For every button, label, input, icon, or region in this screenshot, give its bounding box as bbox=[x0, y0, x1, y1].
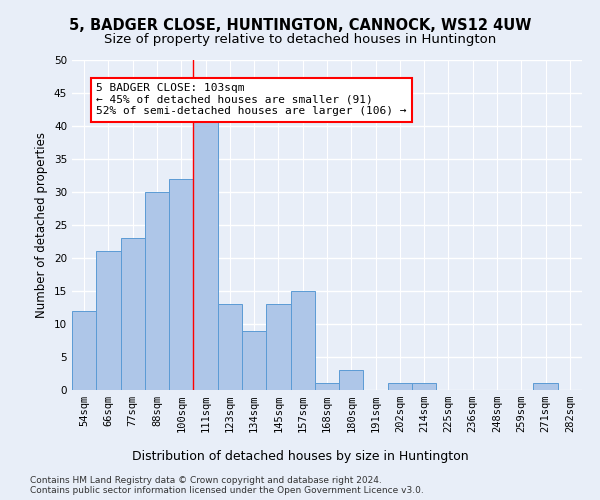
Bar bbox=[412, 384, 436, 390]
Bar bbox=[193, 120, 218, 390]
Bar bbox=[169, 179, 193, 390]
Bar bbox=[533, 384, 558, 390]
Bar bbox=[218, 304, 242, 390]
Text: Size of property relative to detached houses in Huntington: Size of property relative to detached ho… bbox=[104, 32, 496, 46]
Text: 5, BADGER CLOSE, HUNTINGTON, CANNOCK, WS12 4UW: 5, BADGER CLOSE, HUNTINGTON, CANNOCK, WS… bbox=[69, 18, 531, 32]
Text: 5 BADGER CLOSE: 103sqm
← 45% of detached houses are smaller (91)
52% of semi-det: 5 BADGER CLOSE: 103sqm ← 45% of detached… bbox=[96, 83, 407, 116]
Bar bbox=[290, 291, 315, 390]
Bar bbox=[266, 304, 290, 390]
Bar bbox=[72, 311, 96, 390]
Bar bbox=[121, 238, 145, 390]
Bar bbox=[145, 192, 169, 390]
Bar bbox=[242, 330, 266, 390]
Y-axis label: Number of detached properties: Number of detached properties bbox=[35, 132, 49, 318]
Text: Distribution of detached houses by size in Huntington: Distribution of detached houses by size … bbox=[131, 450, 469, 463]
Bar bbox=[388, 384, 412, 390]
Text: Contains HM Land Registry data © Crown copyright and database right 2024.
Contai: Contains HM Land Registry data © Crown c… bbox=[30, 476, 424, 495]
Bar bbox=[315, 384, 339, 390]
Bar bbox=[339, 370, 364, 390]
Bar bbox=[96, 252, 121, 390]
